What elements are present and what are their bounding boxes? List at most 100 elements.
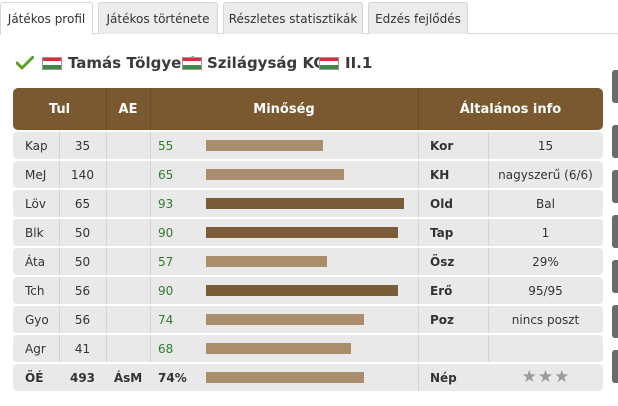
attribute-name: Agr [25, 341, 46, 356]
attribute-ae [106, 161, 150, 188]
info-label: Poz [430, 312, 455, 327]
quality-bar [206, 285, 398, 296]
league-name[interactable]: II.1 [345, 54, 373, 72]
attribute-name: MeJ [25, 167, 47, 182]
table-header: Tul AE Minőség Általános info [13, 88, 603, 130]
attribute-tul: 56 [74, 312, 91, 327]
player-header: Tamás Tölgyesi Szilágyság KC, II.1 [0, 34, 618, 86]
attribute-quality: 93 [158, 196, 174, 211]
attribute-name: Löv [25, 196, 46, 211]
popularity-rating: ★ ★ ★ [488, 364, 603, 391]
table-row: Áta 50 57 Ösz 29% [13, 248, 603, 275]
side-button[interactable] [612, 70, 618, 103]
summary-ae: ÁsM [113, 370, 143, 385]
side-button[interactable] [612, 170, 618, 203]
side-button[interactable] [612, 305, 618, 338]
side-button[interactable] [612, 125, 618, 158]
attribute-ae [106, 277, 150, 304]
summary-quality-bar [206, 372, 364, 383]
column-header-ae: AE [118, 101, 138, 117]
column-header-quality: Minőség [253, 101, 315, 117]
attribute-quality: 90 [158, 225, 174, 240]
tab-player-history[interactable]: Játékos története [98, 2, 218, 34]
star-icon: ★ [554, 367, 570, 387]
attribute-name: Áta [25, 254, 46, 269]
tab-detailed-stats[interactable]: Részletes statisztikák [223, 2, 363, 34]
info-value: 1 [541, 225, 550, 240]
attribute-tul: 35 [74, 138, 91, 153]
quality-bar [206, 227, 398, 238]
info-value: 95/95 [528, 283, 563, 298]
quality-bar [206, 256, 327, 267]
check-icon [16, 53, 36, 73]
tab-bar: Játékos profil Játékos története Részlet… [0, 0, 618, 35]
info-value [488, 335, 603, 362]
summary-row: ÖÉ 493 ÁsM 74% Nép ★ ★ ★ [13, 364, 603, 391]
info-label: Old [430, 196, 453, 211]
club-name[interactable]: Szilágyság KC, [207, 54, 331, 72]
info-value: 15 [537, 138, 554, 153]
attribute-ae [106, 190, 150, 217]
attribute-tul: 65 [74, 196, 91, 211]
hungary-flag-icon [42, 53, 62, 73]
table-row: Löv 65 93 Old Bal [13, 190, 603, 217]
quality-bar [206, 343, 351, 354]
side-button[interactable] [612, 260, 618, 293]
tab-player-profile[interactable]: Játékos profil [0, 2, 93, 35]
column-header-general-info: Általános info [459, 101, 562, 117]
attribute-ae [106, 335, 150, 362]
attribute-ae [106, 248, 150, 275]
info-label: Erő [430, 283, 453, 298]
info-value: Bal [536, 196, 555, 211]
attribute-name: Tch [25, 283, 45, 298]
summary-label: ÖÉ [25, 370, 44, 385]
attribute-quality: 74 [158, 312, 174, 327]
info-value: nincs poszt [511, 312, 580, 327]
attribute-name: Kap [25, 138, 48, 153]
summary-quality: 74% [158, 370, 187, 385]
quality-bar [206, 140, 323, 151]
table-row: Kap 35 55 Kor 15 [13, 132, 603, 159]
attribute-name: Gyo [25, 312, 49, 327]
attribute-name: Blk [25, 225, 44, 240]
table-row: Agr 41 68 [13, 335, 603, 362]
info-label: Tap [430, 225, 454, 240]
attribute-ae [106, 306, 150, 333]
column-header-tul: Tul [48, 101, 71, 117]
quality-bar [206, 169, 344, 180]
attribute-tul: 41 [74, 341, 91, 356]
quality-bar [206, 198, 404, 209]
info-label: Ösz [430, 254, 455, 269]
attribute-tul: 56 [74, 283, 91, 298]
info-label: KH [430, 167, 450, 182]
attribute-quality: 68 [158, 341, 174, 356]
side-button[interactable] [612, 215, 618, 248]
summary-info-label: Nép [430, 370, 457, 385]
table-row: MeJ 140 65 KH nagyszerű (6/6) [13, 161, 603, 188]
attribute-tul: 140 [71, 167, 94, 182]
attribute-quality: 65 [158, 167, 174, 182]
table-row: Blk 50 90 Tap 1 [13, 219, 603, 246]
info-label [418, 335, 488, 362]
tab-training-progress[interactable]: Edzés fejlődés [368, 2, 468, 34]
player-name[interactable]: Tamás Tölgyesi [68, 54, 196, 72]
attribute-ae [106, 219, 150, 246]
info-value: nagyszerű (6/6) [498, 167, 593, 182]
player-attributes-table: Tul AE Minőség Általános info Kap 35 55 Kor… [13, 88, 603, 392]
side-button[interactable] [612, 350, 618, 383]
summary-tul: 493 [69, 370, 96, 385]
star-icon: ★ [521, 367, 537, 387]
attribute-ae [106, 132, 150, 159]
attribute-tul: 50 [74, 225, 91, 240]
hungary-flag-icon [319, 53, 339, 73]
table-row: Gyo 56 74 Poz nincs poszt [13, 306, 603, 333]
attribute-quality: 57 [158, 254, 174, 269]
info-value: 29% [532, 254, 559, 269]
table-row: Tch 56 90 Erő 95/95 [13, 277, 603, 304]
attribute-tul: 50 [74, 254, 91, 269]
attribute-quality: 55 [158, 138, 174, 153]
info-label: Kor [430, 138, 454, 153]
star-icon: ★ [537, 367, 554, 387]
quality-bar [206, 314, 364, 325]
attribute-quality: 90 [158, 283, 174, 298]
